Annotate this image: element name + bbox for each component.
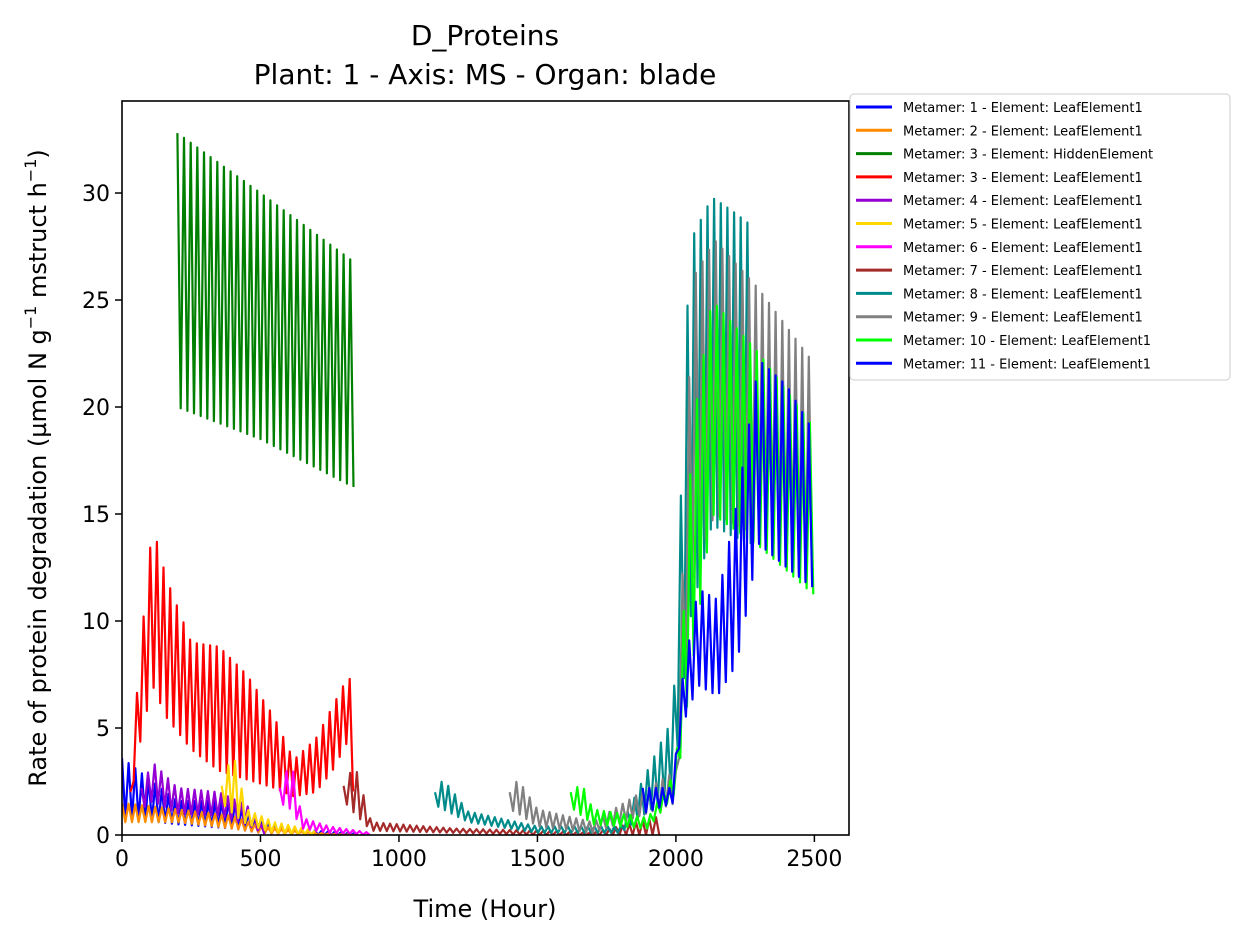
- legend-label: Metamer: 3 - Element: HiddenElement: [903, 148, 1153, 163]
- y-tick-label: 20: [82, 396, 110, 421]
- series-line-4: [129, 540, 355, 798]
- x-tick-label: 1500: [509, 847, 565, 872]
- legend-label: Metamer: 7 - Element: LeafElement1: [903, 264, 1143, 279]
- plot-area-frame: [121, 100, 850, 836]
- x-tick-label: 0: [115, 847, 129, 872]
- y-tick-label: 25: [82, 289, 110, 314]
- y-tick-label: 5: [96, 717, 110, 742]
- series-layer: [122, 133, 815, 835]
- x-tick-label: 1000: [371, 847, 427, 872]
- x-tick-label: 2500: [786, 847, 842, 872]
- legend-label: Metamer: 11 - Element: LeafElement1: [903, 357, 1151, 372]
- y-axis: 0 5 10 15 20 25 30: [82, 182, 122, 849]
- series-line-3: [176, 133, 355, 488]
- x-axis-label: Time (Hour): [413, 895, 557, 923]
- legend-label: Metamer: 4 - Element: LeafElement1: [903, 194, 1143, 209]
- chart-subtitle: Plant: 1 - Axis: MS - Organ: blade: [254, 58, 717, 91]
- legend-label: Metamer: 5 - Element: LeafElement1: [903, 218, 1143, 233]
- x-axis: 0 500 1000 1500 2000 2500: [115, 835, 842, 872]
- series-line-6: [220, 759, 316, 835]
- series-line-12: [641, 361, 814, 814]
- y-tick-label: 15: [82, 503, 110, 528]
- legend-label: Metamer: 10 - Element: LeafElement1: [903, 334, 1151, 349]
- legend-frame: [849, 93, 1231, 381]
- legend: Metamer: 1 - Element: LeafElement1 Metame…: [849, 93, 1231, 381]
- legend-label: Metamer: 1 - Element: LeafElement1: [903, 101, 1143, 116]
- series-line-8: [342, 771, 661, 835]
- legend-label: Metamer: 3 - Element: LeafElement1: [903, 171, 1143, 186]
- legend-label: Metamer: 2 - Element: LeafElement1: [903, 124, 1143, 139]
- x-tick-label: 2000: [648, 847, 704, 872]
- x-tick-label: 500: [239, 847, 281, 872]
- legend-label: Metamer: 8 - Element: LeafElement1: [903, 287, 1143, 302]
- y-tick-label: 30: [82, 182, 110, 207]
- series-line-2: [122, 802, 355, 835]
- y-tick-label: 10: [82, 610, 110, 635]
- y-axis-label: Rate of protein degradation (µmol N g−1 …: [21, 149, 52, 787]
- legend-label: Metamer: 6 - Element: LeafElement1: [903, 241, 1143, 256]
- chart-title: D_Proteins: [411, 19, 559, 52]
- legend-label: Metamer: 9 - Element: LeafElement1: [903, 311, 1143, 326]
- y-tick-label: 0: [96, 824, 110, 849]
- series-line-7: [278, 770, 371, 835]
